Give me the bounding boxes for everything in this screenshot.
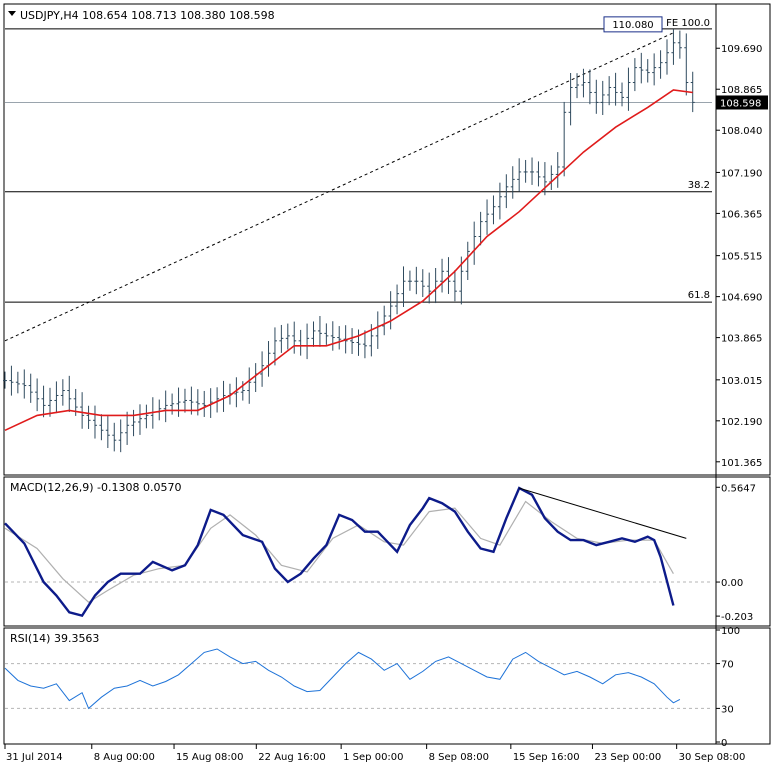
rsi-y-tick-label: 70 [721,660,734,671]
price-y-tick-label: 108.865 [721,85,762,96]
rsi-line [4,648,681,710]
fibo-label-61: 61.8 [688,290,710,301]
price-y-tick-label: 102.190 [721,417,762,428]
price-y-tick-label: 106.365 [721,209,762,220]
rsi-panel-frame [3,627,771,745]
price-y-tick-label: 101.365 [721,458,762,469]
rsi-y-tick-label: 100 [721,626,740,637]
macd-title: MACD(12,26,9) -0.1308 0.0570 [10,481,181,494]
price-y-tick-label: 107.190 [721,168,762,179]
price-y-tick-label: 109.690 [721,44,762,55]
x-tick-label: 8 Aug 00:00 [94,752,155,763]
last-price-label: 108.598 [720,98,761,109]
x-tick-label: 1 Sep 00:00 [343,752,403,763]
price-y-tick-label: 108.040 [721,126,762,137]
fibo-label-38: 38.2 [688,180,710,191]
rsi-y-tick-label: 0 [721,738,727,749]
x-tick-label: 8 Sep 08:00 [429,752,489,763]
price-trendline [4,32,674,342]
x-tick-label: 15 Sep 16:00 [513,752,580,763]
macd-panel-frame [3,476,771,627]
fibo-high-value: 110.080 [612,20,653,31]
macd-y-tick-label: 0.00 [721,578,743,589]
rsi-title: RSI(14) 39.3563 [10,632,99,645]
x-tick-label: 31 Jul 2014 [6,752,63,763]
price-y-tick-label: 105.515 [721,252,762,263]
rsi-y-tick-label: 30 [721,704,734,715]
x-tick-label: 22 Aug 16:00 [258,752,325,763]
macd-y-tick-label: -0.203 [721,612,753,623]
macd-main-line [4,486,675,617]
moving-average-line [4,89,693,432]
symbol-dropdown-icon[interactable] [8,11,16,16]
macd-trendline [519,487,687,539]
price-y-tick-label: 103.015 [721,376,762,387]
price-title: USDJPY,H4 108.654 108.713 108.380 108.59… [20,9,275,22]
price-y-tick-label: 104.690 [721,293,762,304]
x-tick-label: 23 Sep 00:00 [594,752,661,763]
last-price-box [716,95,768,110]
fibo-high-box [603,16,663,33]
x-tick-label: 15 Aug 08:00 [176,752,243,763]
x-tick-label: 30 Sep 08:00 [679,752,746,763]
macd-signal-line [4,500,674,603]
price-y-tick-label: 103.865 [721,334,762,345]
price-panel-frame [3,3,771,476]
fibo-label-top: FE 100.0 [666,18,710,29]
macd-y-tick-label: 0.5647 [721,483,756,494]
